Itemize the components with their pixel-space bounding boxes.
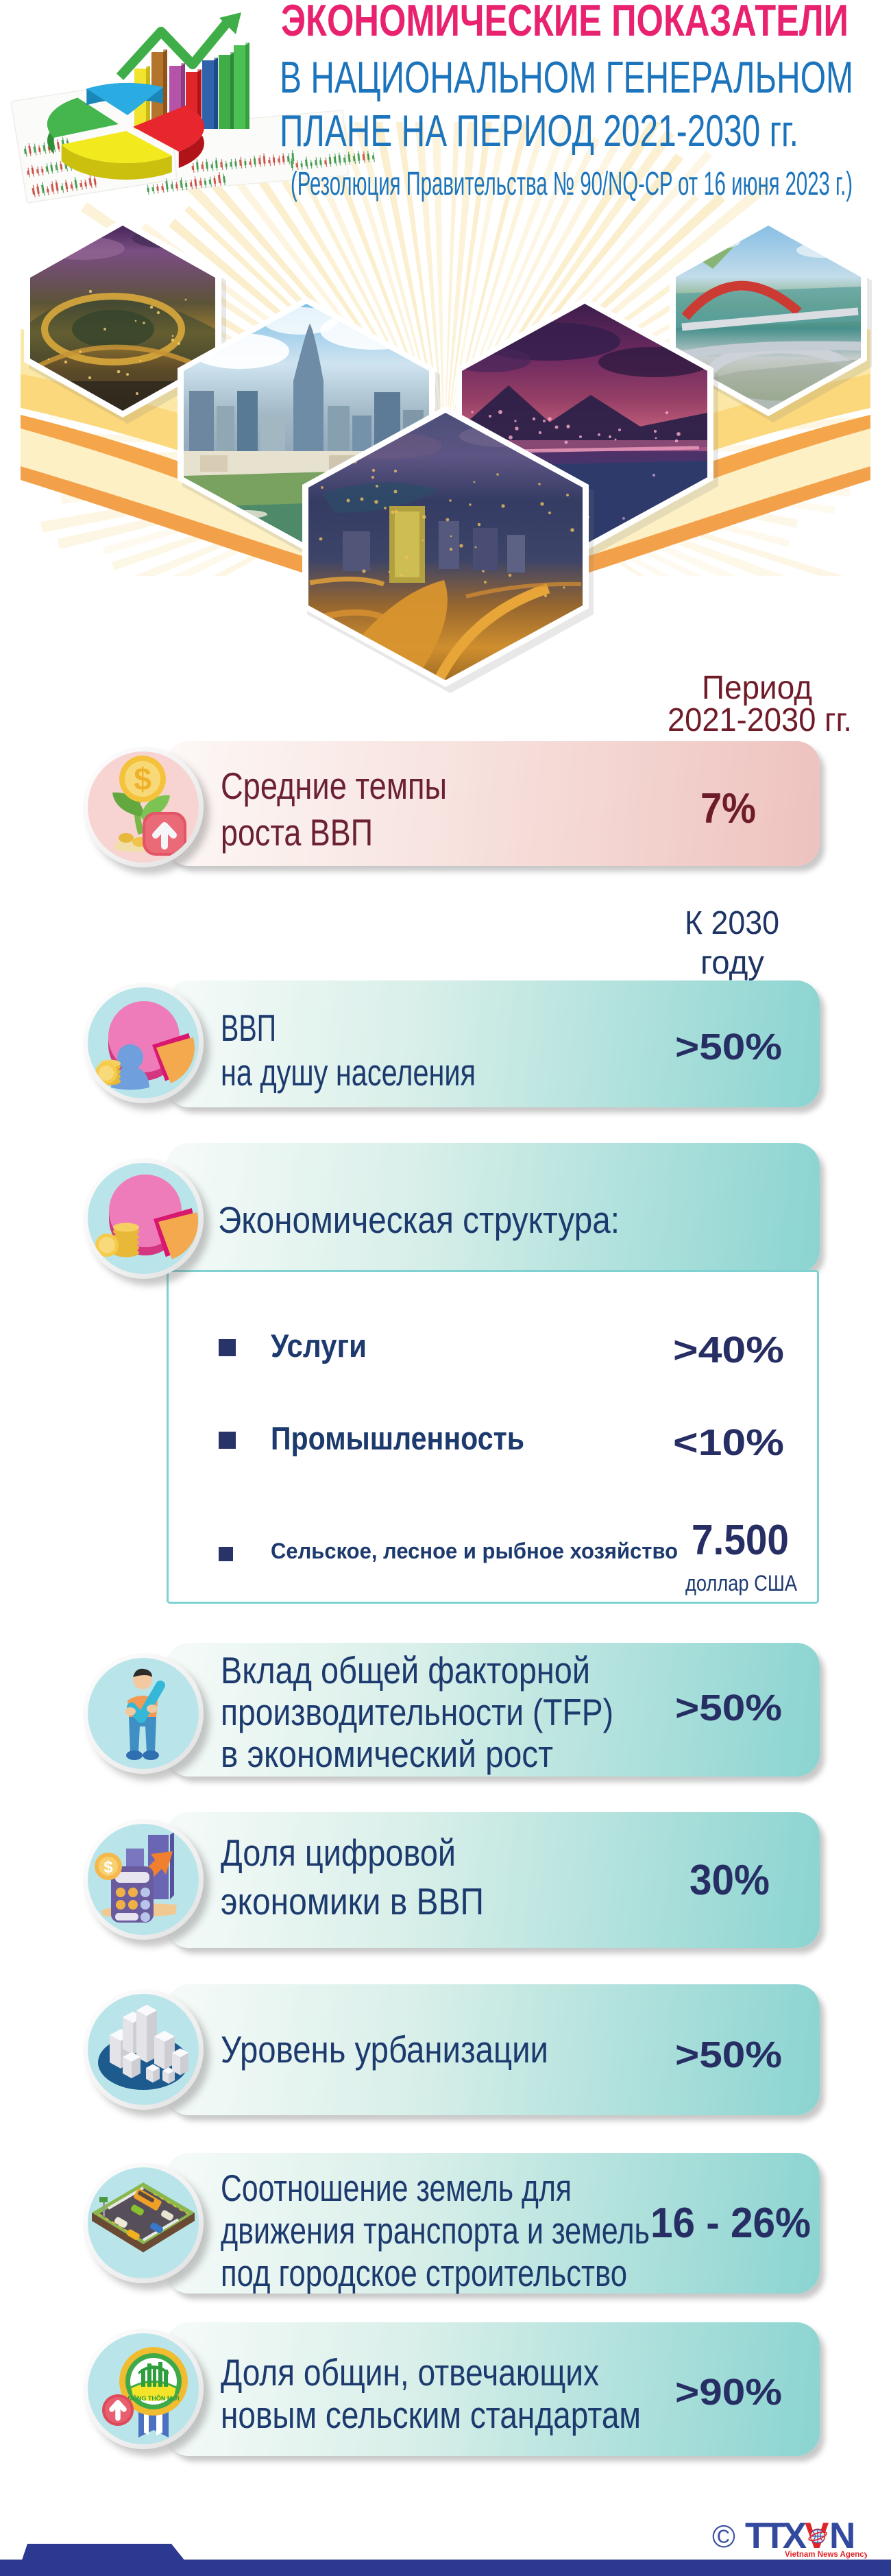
svg-text:$: $ (103, 1858, 113, 1877)
svg-text:NÔNG THÔN MỚI: NÔNG THÔN MỚI (127, 2394, 179, 2402)
svg-text:Vietnam News Agency: Vietnam News Agency (785, 2551, 867, 2559)
svg-text:©: © (712, 2518, 735, 2554)
svg-text:N: N (829, 2516, 855, 2556)
svg-text:TTX: TTX (745, 2516, 807, 2556)
svg-text:$: $ (134, 761, 151, 797)
